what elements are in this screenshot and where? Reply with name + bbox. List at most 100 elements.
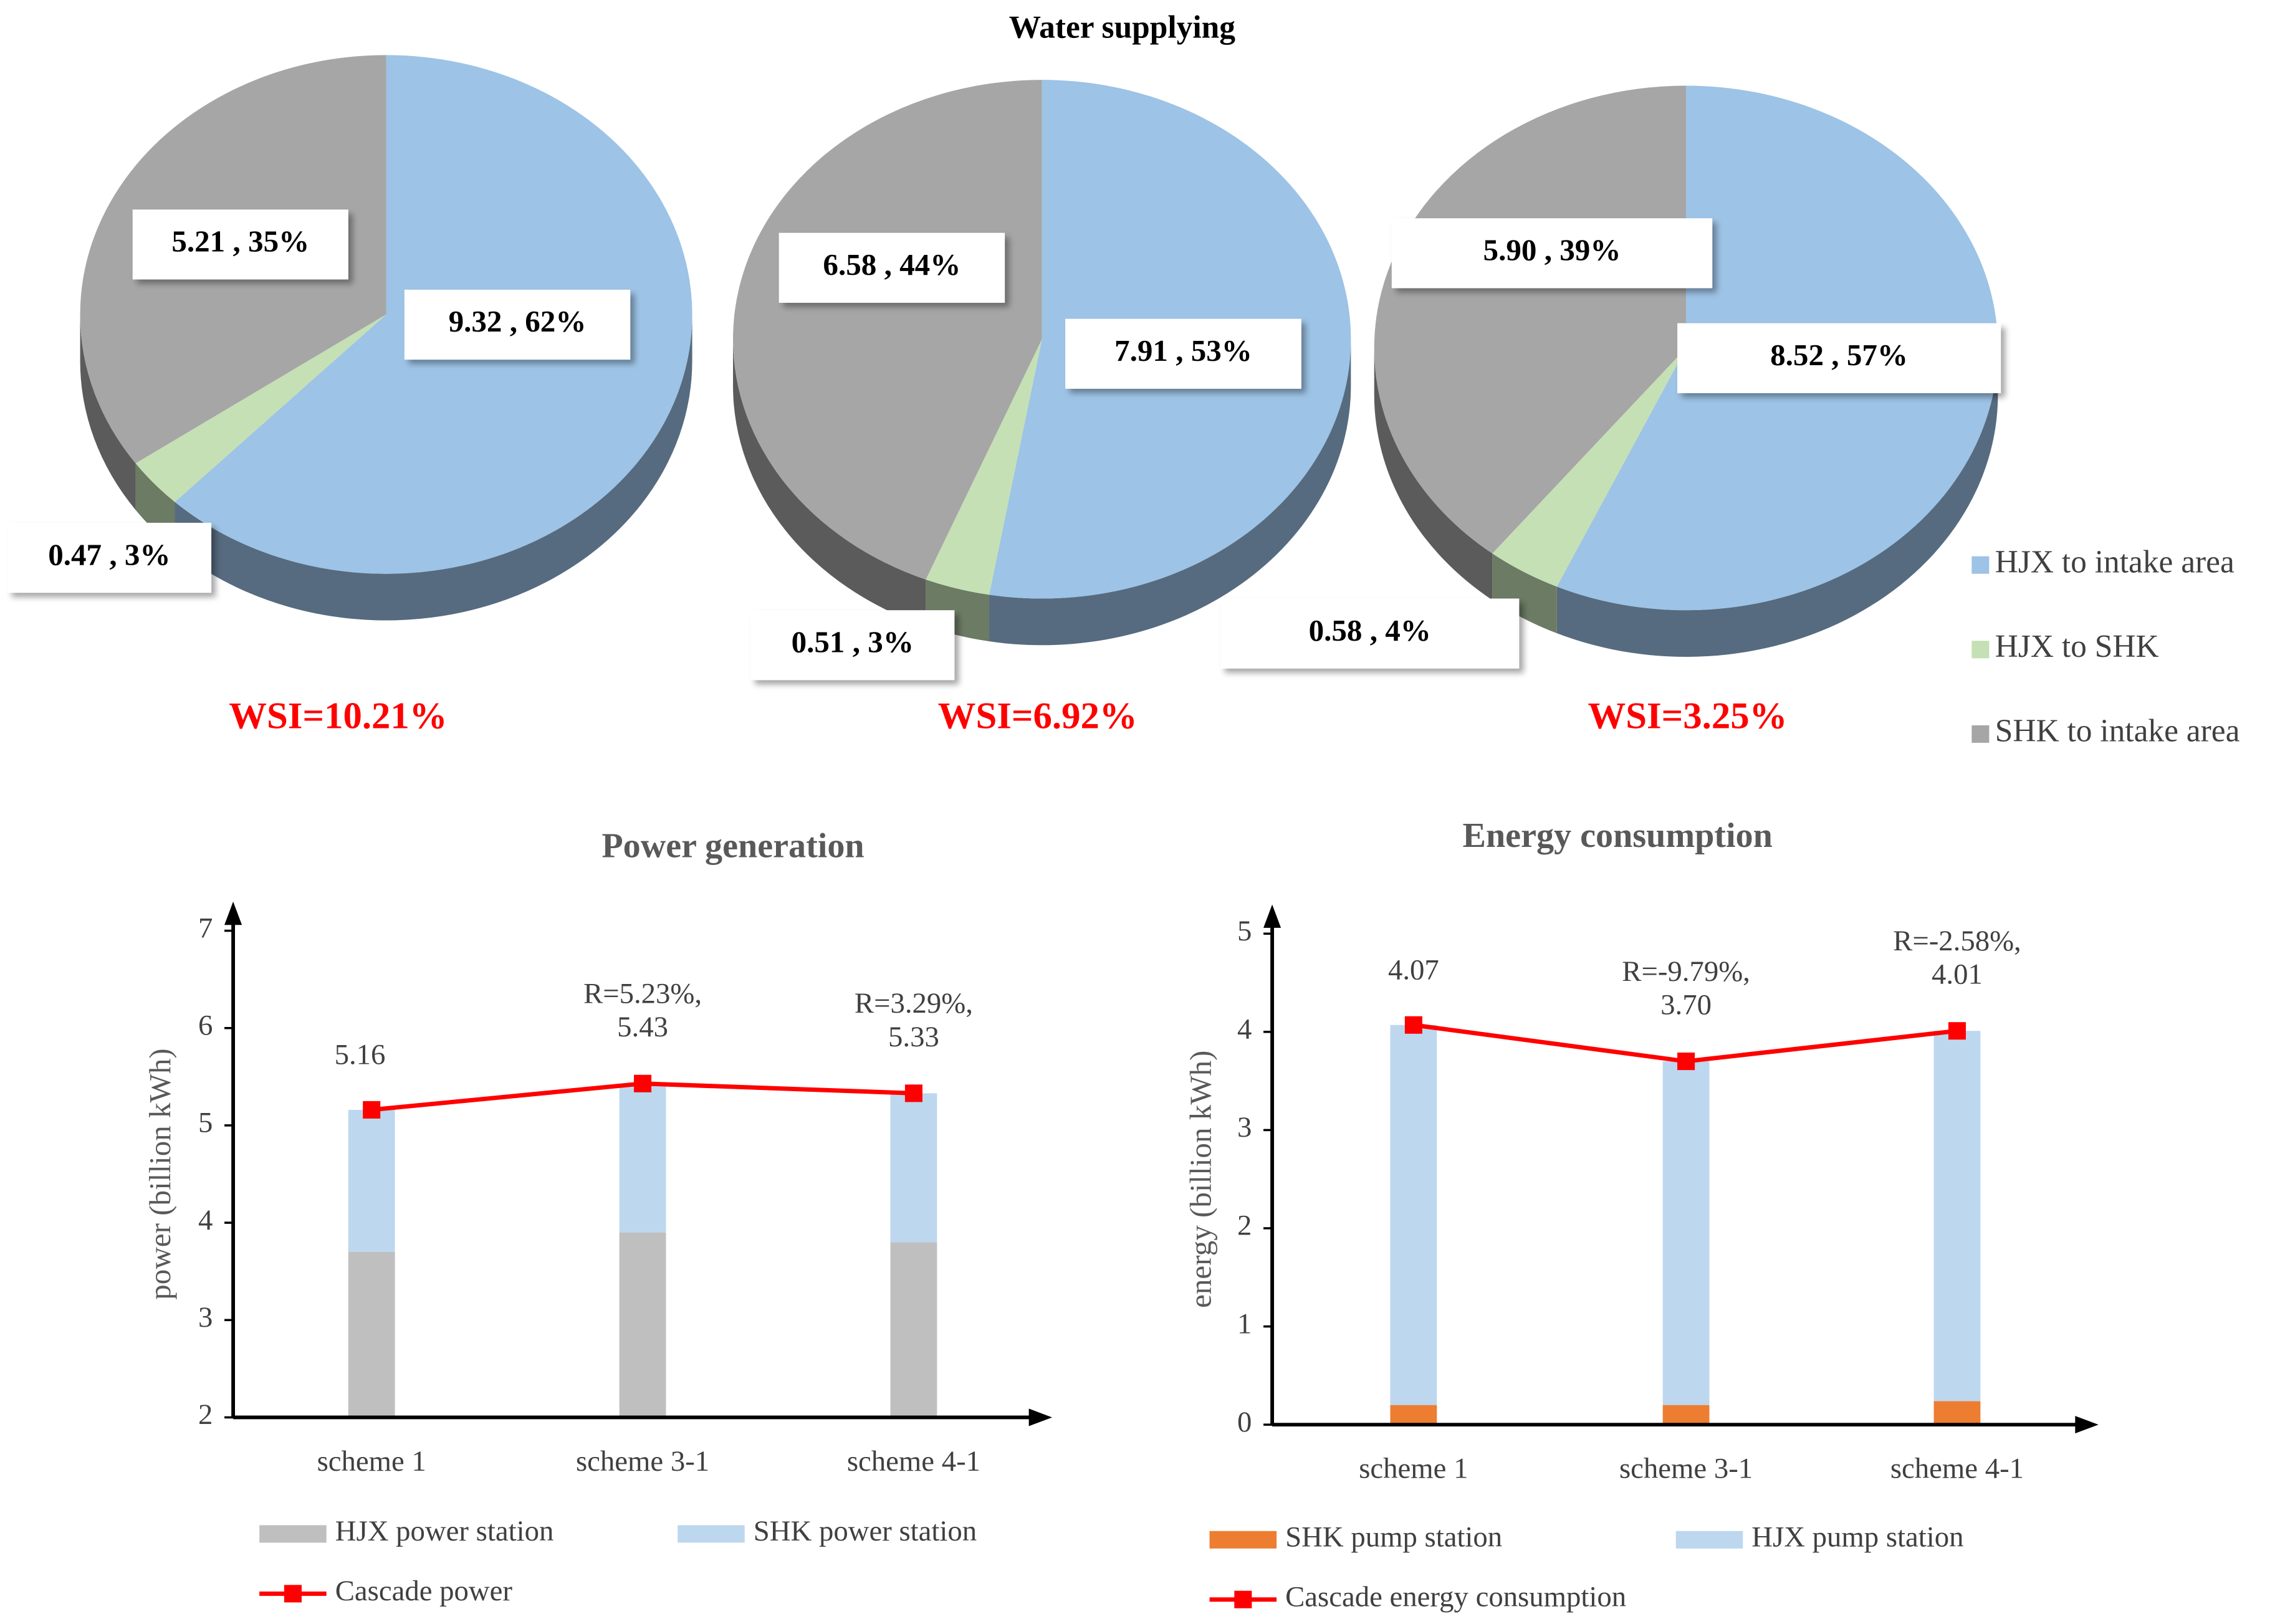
pie-slice-side (733, 339, 926, 626)
x-axis-arrow (1028, 1408, 1053, 1426)
legend-label: HJX pump station (1751, 1521, 1963, 1554)
bar (890, 1093, 937, 1243)
data-label: R=-9.79%, 3.70 (1622, 955, 1750, 1021)
label-box (132, 209, 348, 280)
label-box (750, 610, 955, 681)
pie-slice (733, 80, 1042, 580)
y-axis-arrow (224, 901, 242, 925)
data-label: R=5.23%, 5.43 (583, 977, 702, 1043)
y-tick-label: 5 (198, 1107, 213, 1139)
bar (1662, 1405, 1710, 1425)
label-box (1677, 323, 2001, 393)
chart-title: Power generation (601, 826, 864, 865)
data-label: 8.52 , 57% (1770, 338, 1908, 372)
data-label: 0.51 , 3% (792, 625, 914, 659)
bar (619, 1083, 666, 1233)
legend-swatch (1209, 1531, 1277, 1549)
legend-swatch (1971, 641, 1990, 659)
annotation: WSI=10.21% (229, 695, 447, 737)
y-tick-label: 5 (1237, 915, 1252, 947)
x-tick-label: scheme 3-1 (576, 1445, 709, 1478)
y-tick-label: 4 (1237, 1013, 1252, 1046)
y-tick-label: 3 (198, 1301, 213, 1334)
pie-slice (1492, 348, 1687, 587)
pie-slice (1374, 85, 1687, 554)
x-tick-label: scheme 4-1 (1890, 1453, 2024, 1485)
bar (1933, 1401, 1981, 1425)
x-axis-arrow (2075, 1416, 2099, 1434)
data-label: 0.58 , 4% (1309, 613, 1431, 647)
legend-label: HJX power station (335, 1515, 554, 1547)
legend-label: SHK pump station (1285, 1521, 1502, 1554)
y-tick-label: 2 (198, 1398, 213, 1431)
bar (348, 1251, 395, 1418)
bar (619, 1232, 666, 1418)
y-tick-label: 0 (1237, 1406, 1252, 1438)
pie-slice-side (1492, 553, 1557, 634)
legend-swatch (678, 1525, 745, 1543)
label-box (1391, 218, 1713, 289)
data-label: 7.91 , 53% (1114, 333, 1252, 368)
bar (1933, 1031, 1981, 1402)
pie-slice-side (80, 314, 136, 510)
y-tick-label: 6 (198, 1009, 213, 1041)
legend-label: HJX to SHK (1995, 629, 2159, 664)
y-tick-label: 4 (198, 1204, 213, 1236)
legend-label: HJX to intake area (1995, 545, 2235, 580)
chart-title: Water supplying (1009, 9, 1236, 45)
legend-swatch (1675, 1531, 1743, 1549)
annotation: WSI=6.92% (938, 695, 1138, 737)
pie-slice (135, 314, 386, 502)
label-box (1065, 318, 1301, 389)
x-tick-label: scheme 1 (317, 1445, 426, 1478)
legend-label: Cascade power (335, 1575, 513, 1607)
legend-label: SHK power station (754, 1515, 977, 1547)
pie-slice-side (1374, 348, 1493, 600)
bar (890, 1242, 937, 1418)
x-tick-label: scheme 1 (1359, 1453, 1468, 1485)
y-axis-label: energy (billion kWh) (1183, 1050, 1217, 1307)
annotation: WSI=3.25% (1588, 695, 1787, 737)
pie-slice (926, 339, 1042, 595)
data-label: 6.58 , 44% (823, 247, 960, 282)
label-box (404, 289, 631, 360)
y-tick-label: 2 (1237, 1210, 1252, 1242)
marker (1404, 1016, 1422, 1034)
marker (363, 1101, 381, 1119)
pie-slice-side (1556, 348, 1998, 657)
legend-marker (1234, 1590, 1252, 1608)
label-box (778, 232, 1005, 303)
label-box (7, 522, 212, 593)
legend-swatch (1971, 556, 1990, 574)
legend-swatch (259, 1525, 327, 1543)
bar (1662, 1061, 1710, 1405)
data-label: 5.16 (335, 1038, 386, 1071)
data-label: 5.21 , 35% (171, 224, 309, 259)
legend-label: Cascade energy consumption (1285, 1580, 1626, 1613)
chart-title: Energy consumption (1463, 816, 1773, 855)
data-label: 0.47 , 3% (48, 537, 170, 571)
marker (1948, 1022, 1966, 1040)
bar (1390, 1025, 1437, 1405)
y-tick-label: 1 (1237, 1307, 1252, 1340)
pie-slice-side (175, 314, 692, 621)
bar (1390, 1405, 1437, 1425)
data-label: 4.07 (1388, 953, 1439, 986)
legend-swatch (1971, 725, 1990, 743)
marker (1677, 1053, 1695, 1071)
pie-slice-side (989, 339, 1351, 646)
marker (634, 1074, 652, 1092)
x-tick-label: scheme 3-1 (1619, 1453, 1753, 1485)
data-label: 5.90 , 39% (1483, 233, 1621, 267)
label-box (1220, 598, 1520, 669)
y-axis-label: power (billion kWh) (143, 1048, 177, 1299)
data-label: R=-2.58%, 4.01 (1893, 925, 2021, 991)
y-axis-arrow (1263, 904, 1281, 928)
marker (904, 1084, 922, 1102)
y-tick-label: 7 (198, 912, 213, 944)
data-label: 9.32 , 62% (449, 304, 587, 338)
x-tick-label: scheme 4-1 (847, 1445, 980, 1478)
legend-marker (284, 1585, 302, 1603)
